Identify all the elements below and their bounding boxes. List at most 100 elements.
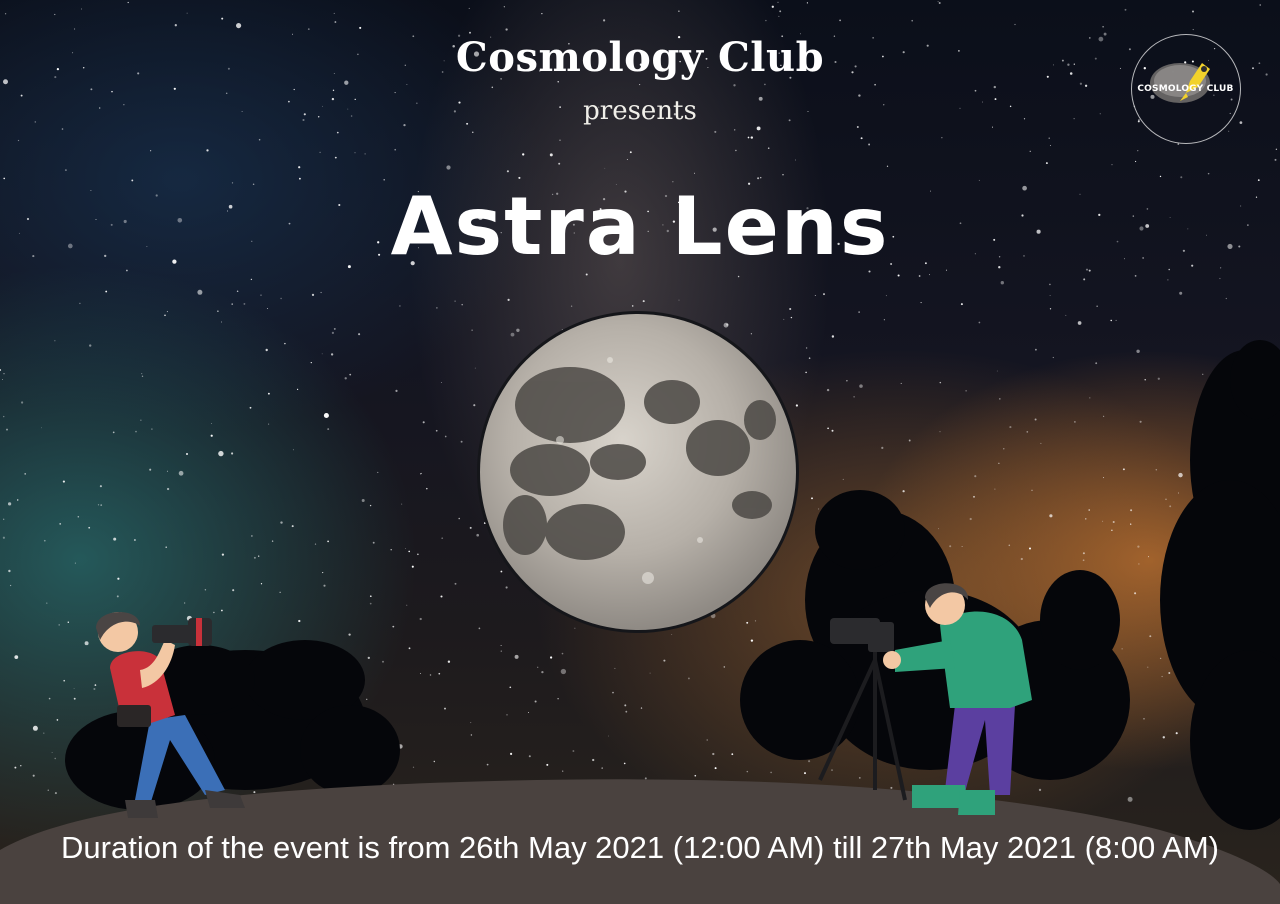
star: [225, 92, 228, 95]
star: [323, 412, 329, 419]
star: [100, 504, 103, 506]
star: [436, 307, 438, 309]
star: [150, 150, 152, 152]
star: [1124, 8, 1127, 11]
presents-label: presents: [583, 96, 697, 126]
star: [260, 583, 263, 585]
star: [694, 251, 697, 254]
star: [908, 439, 911, 442]
star: [40, 427, 42, 429]
star: [1136, 349, 1140, 354]
star: [546, 763, 549, 766]
star: [811, 497, 813, 500]
star: [164, 314, 166, 317]
star: [1165, 498, 1167, 501]
star: [186, 12, 188, 14]
star: [510, 332, 515, 337]
star: [141, 373, 143, 375]
star: [570, 305, 573, 307]
star: [1159, 657, 1162, 660]
star: [469, 31, 471, 34]
star: [789, 307, 792, 311]
star: [303, 113, 306, 116]
star: [43, 539, 46, 542]
star: [1139, 226, 1144, 231]
star: [291, 525, 294, 528]
star: [454, 300, 456, 302]
star: [34, 121, 37, 123]
star: [90, 88, 93, 91]
star: [974, 89, 977, 92]
star: [228, 204, 233, 209]
star: [1008, 544, 1011, 547]
star: [440, 382, 442, 384]
star: [347, 265, 351, 269]
star: [506, 714, 508, 716]
star: [1177, 143, 1180, 145]
star: [788, 119, 791, 122]
club-logo: COSMOLOGY CLUB: [1131, 34, 1241, 144]
star: [833, 35, 836, 37]
star: [855, 230, 858, 233]
star: [1079, 193, 1081, 195]
star: [998, 398, 1001, 400]
star: [1094, 57, 1097, 60]
star: [123, 104, 125, 106]
star: [598, 106, 600, 108]
star: [135, 430, 137, 433]
star: [441, 71, 444, 73]
star: [249, 406, 252, 409]
star: [1169, 505, 1172, 508]
star: [1258, 62, 1261, 65]
star: [468, 7, 470, 9]
star: [46, 602, 48, 604]
star: [714, 130, 717, 133]
star: [994, 488, 996, 490]
star: [938, 2, 941, 4]
star: [95, 218, 97, 220]
star: [795, 404, 799, 407]
star: [522, 153, 525, 156]
star: [998, 256, 1001, 258]
star: [14, 766, 17, 769]
star: [369, 504, 372, 507]
star: [331, 331, 335, 335]
star: [416, 102, 418, 104]
star: [461, 303, 463, 306]
star: [470, 722, 472, 724]
star: [528, 712, 529, 713]
star: [3, 79, 8, 85]
star: [737, 275, 740, 278]
star: [795, 159, 797, 161]
star: [993, 85, 996, 89]
star: [358, 333, 361, 336]
star: [808, 357, 811, 359]
star: [476, 533, 480, 537]
star: [918, 275, 921, 277]
star: [477, 214, 484, 220]
star: [74, 28, 76, 30]
star: [221, 553, 225, 556]
star: [279, 591, 281, 593]
star: [1003, 448, 1005, 450]
star: [1095, 362, 1098, 365]
star: [403, 123, 406, 127]
star: [90, 189, 92, 192]
star: [64, 169, 67, 172]
star: [6, 428, 8, 431]
star: [1096, 305, 1098, 307]
star: [490, 36, 492, 38]
star: [1023, 118, 1026, 120]
star: [883, 319, 886, 321]
star: [1074, 421, 1076, 423]
star: [1111, 164, 1113, 166]
star: [556, 192, 559, 195]
logo-text: COSMOLOGY CLUB: [1137, 84, 1234, 94]
star: [260, 294, 262, 296]
star: [991, 126, 994, 128]
star: [853, 396, 855, 398]
star: [473, 51, 480, 57]
star: [807, 111, 809, 113]
star: [639, 84, 641, 86]
star: [210, 434, 213, 437]
